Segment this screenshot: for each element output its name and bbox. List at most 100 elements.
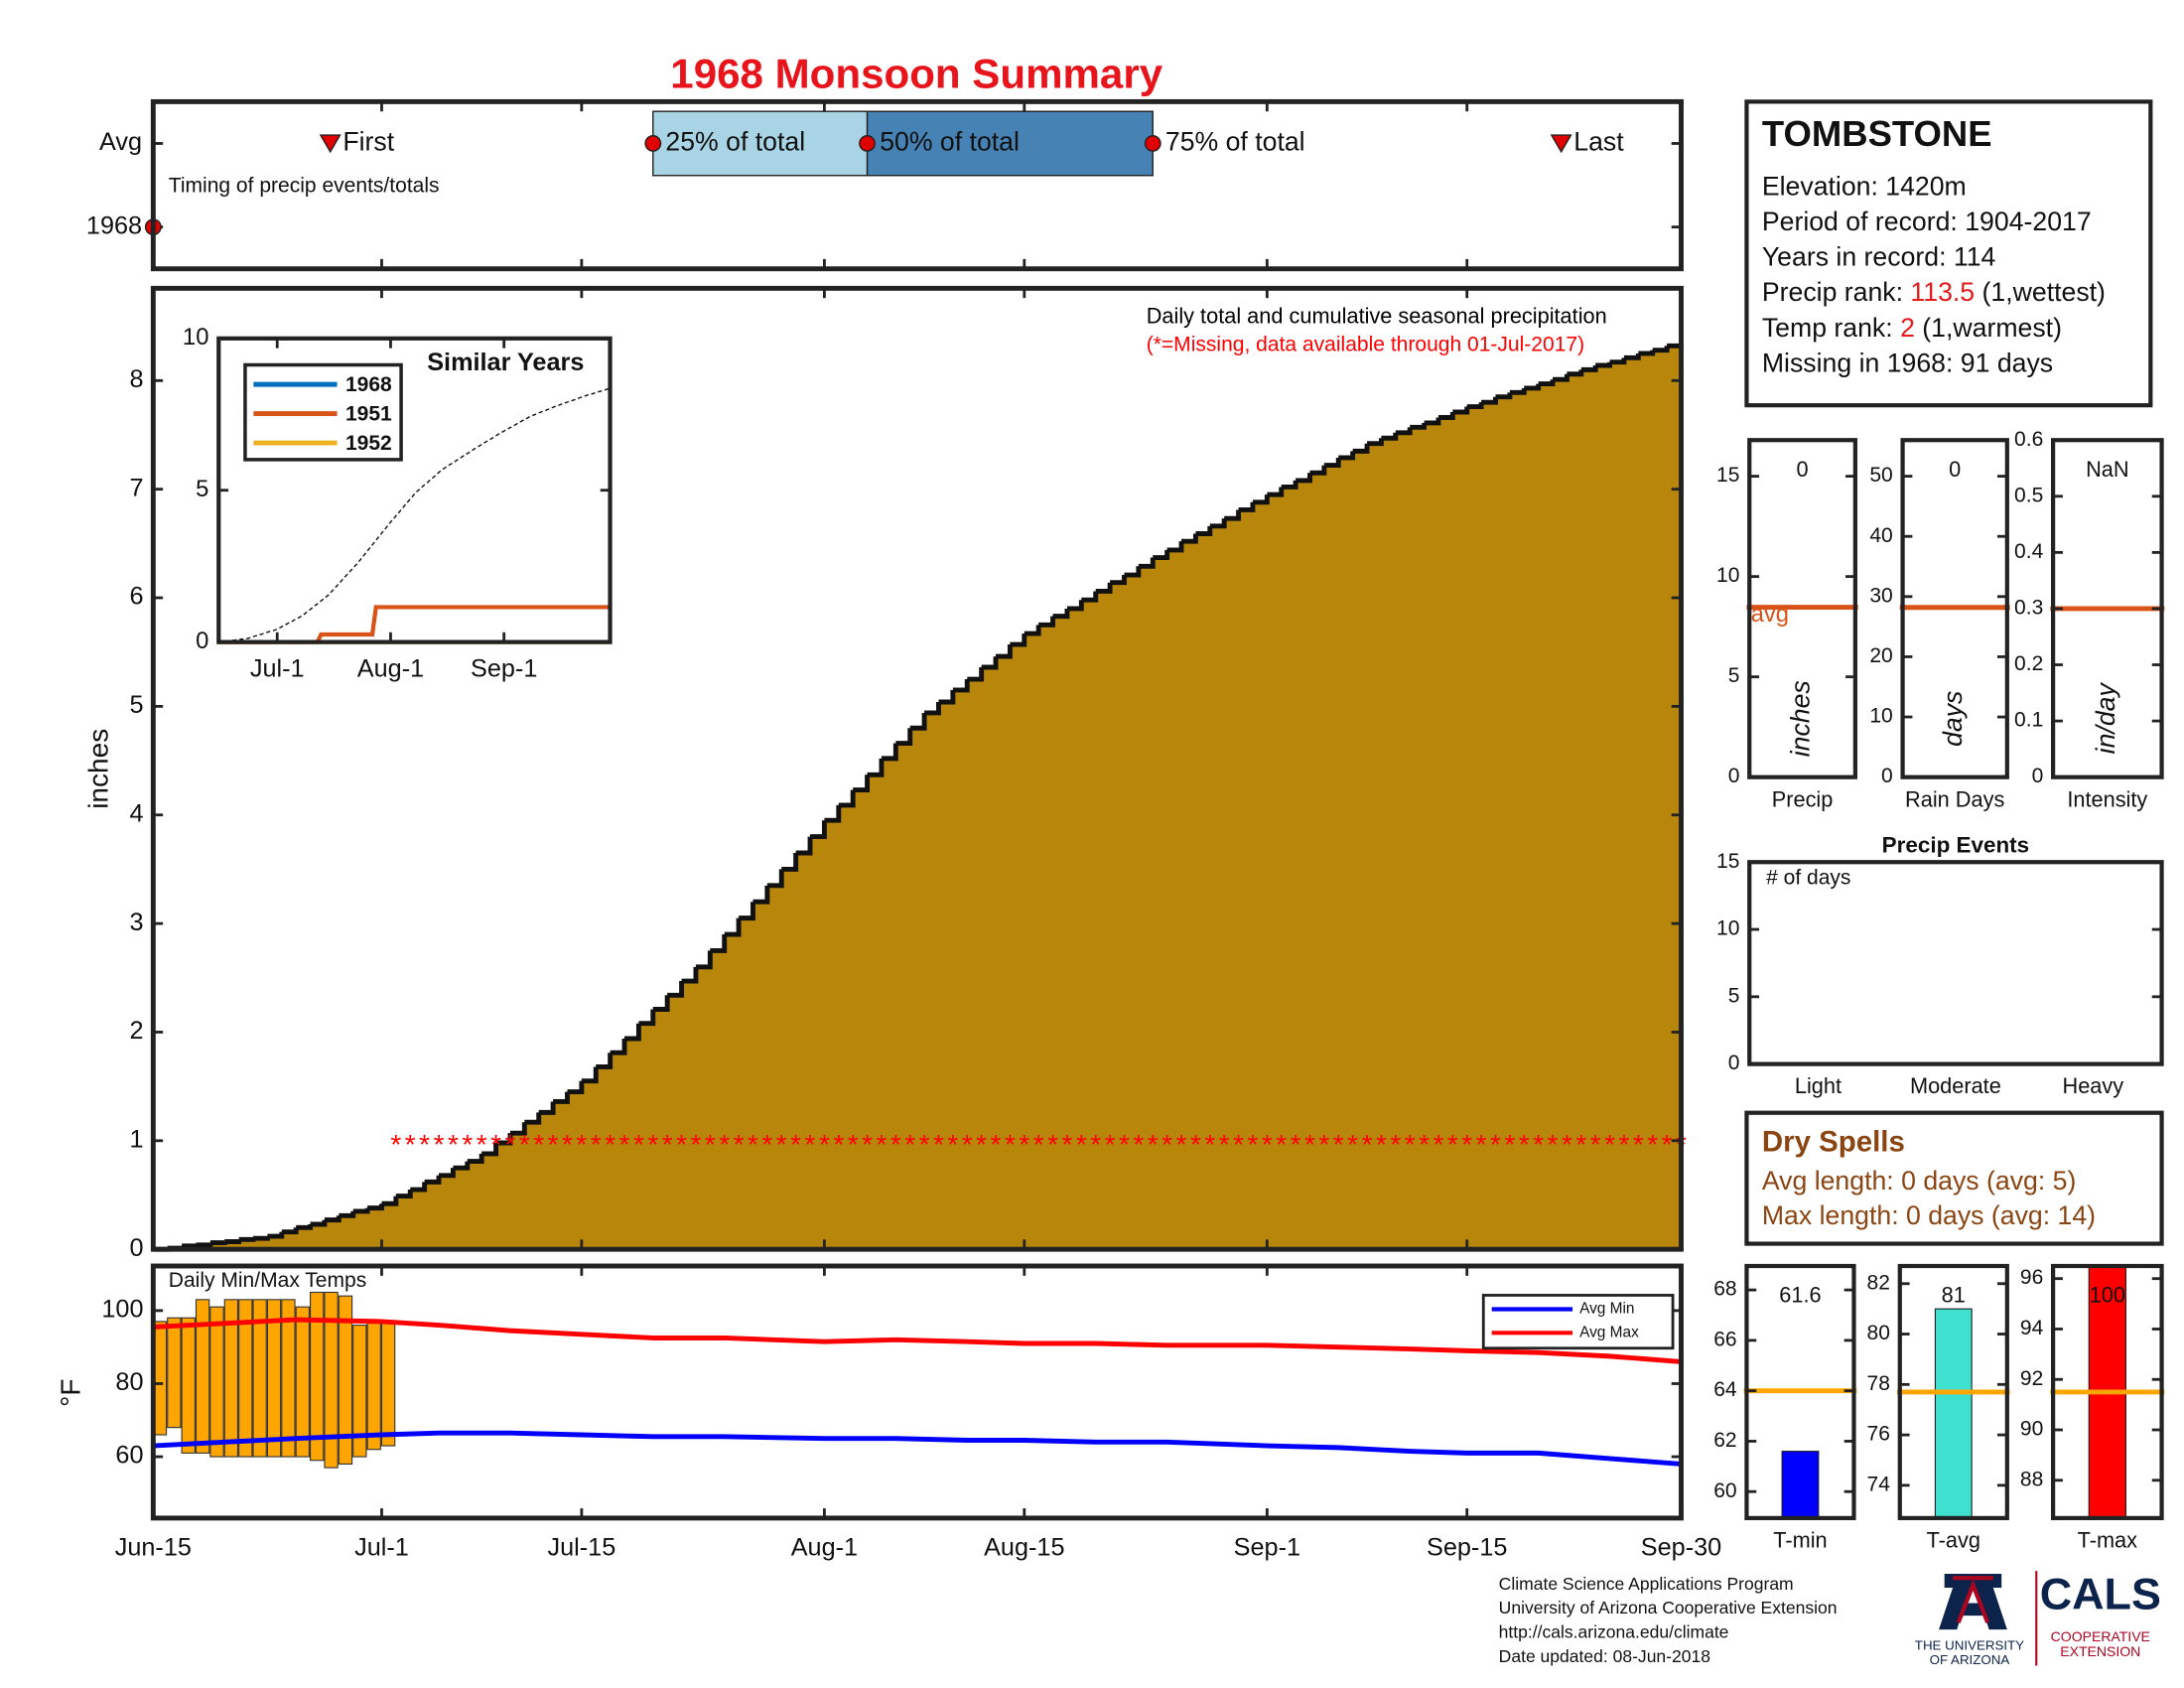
step-edge xyxy=(553,1091,570,1104)
missing-marker: * xyxy=(1347,1129,1358,1160)
cumulative-step xyxy=(1110,582,1126,1250)
cumulative-step xyxy=(667,995,683,1250)
missing-marker: * xyxy=(1604,1129,1615,1160)
step-edge xyxy=(681,966,699,984)
step-edge xyxy=(238,1236,256,1242)
cumulative-step xyxy=(1652,350,1668,1250)
cumulative-step xyxy=(538,1112,554,1250)
timing-marker xyxy=(859,135,876,152)
temp-range-bar xyxy=(324,1291,339,1469)
missing-marker: * xyxy=(662,1129,673,1160)
station-line: Years in record: 114 xyxy=(1762,242,1996,272)
step-edge xyxy=(1024,625,1041,636)
y-tick-label: 0 xyxy=(1728,1052,1740,1074)
step-edge xyxy=(810,820,827,840)
legend-label: Avg Min xyxy=(1579,1301,1634,1318)
cumulative-step xyxy=(1553,379,1568,1250)
step-edge xyxy=(795,836,813,856)
step-edge xyxy=(710,934,728,953)
missing-marker: * xyxy=(790,1129,801,1160)
cumulative-step xyxy=(324,1219,340,1250)
step-edge xyxy=(381,1196,399,1206)
footer-line: Date updated: 08-Jun-2018 xyxy=(1499,1646,1710,1666)
footer-line: Climate Science Applications Program xyxy=(1499,1574,1794,1594)
cumulative-step xyxy=(1567,373,1582,1250)
station-line: Precip rank: 113.5 (1,wettest) xyxy=(1762,277,2106,307)
missing-marker: * xyxy=(962,1129,973,1160)
cumulative-step xyxy=(1623,357,1639,1250)
axes-frame xyxy=(1744,1263,1856,1520)
y-tick-label: 0 xyxy=(196,628,208,654)
y-tick-label: 5 xyxy=(1728,664,1740,687)
step-edge xyxy=(596,1053,614,1069)
y-tick-label: 10 xyxy=(1869,705,1892,728)
step-edge xyxy=(1066,600,1084,612)
timing-marker xyxy=(1144,135,1161,152)
cumulative-step xyxy=(267,1236,283,1250)
missing-marker: * xyxy=(805,1129,816,1160)
missing-marker: * xyxy=(876,1129,887,1160)
missing-marker: * xyxy=(904,1129,915,1160)
value-label: 81 xyxy=(1942,1283,1966,1308)
step-edge xyxy=(624,1023,641,1042)
step-edge xyxy=(395,1190,413,1199)
y-tick-label: 96 xyxy=(2020,1266,2043,1289)
cumulative-step xyxy=(1424,422,1439,1250)
missing-marker: * xyxy=(591,1129,602,1160)
missing-marker: * xyxy=(947,1129,958,1160)
missing-marker: * xyxy=(533,1129,544,1160)
missing-marker: * xyxy=(462,1129,473,1160)
y-tick-label: 82 xyxy=(1867,1271,1890,1294)
logo-subtext: EXTENSION xyxy=(2060,1643,2140,1659)
y-tick-label: 0 xyxy=(1728,765,1740,787)
step-edge xyxy=(467,1153,484,1165)
cumulative-step xyxy=(1437,417,1453,1250)
step-edge xyxy=(182,1243,199,1249)
annotation: Daily total and cumulative seasonal prec… xyxy=(1147,304,1607,329)
y-tick-label: 15 xyxy=(1716,464,1739,487)
cumulative-step xyxy=(1153,557,1168,1250)
step-edge xyxy=(209,1240,227,1246)
legend-label: 1952 xyxy=(345,432,392,455)
cumulative-step xyxy=(553,1101,569,1250)
footer-line: http://cals.arizona.edu/climate xyxy=(1499,1622,1729,1642)
dry-spells-box xyxy=(1744,1110,2164,1246)
step-edge xyxy=(1323,457,1341,469)
x-tick-label: Moderate xyxy=(1910,1073,2001,1098)
series-line xyxy=(153,1430,1682,1467)
cumulative-step xyxy=(1452,412,1468,1250)
y-tick-label: 92 xyxy=(2020,1367,2043,1390)
missing-marker: * xyxy=(1076,1129,1087,1160)
legend-box xyxy=(1481,1294,1675,1350)
y-tick-label: 0.6 xyxy=(2014,428,2043,451)
y-tick-label: 100 xyxy=(101,1296,143,1324)
cumulative-step xyxy=(1166,549,1182,1250)
station-text: Precip rank: xyxy=(1762,277,1911,307)
missing-marker: * xyxy=(761,1129,772,1160)
missing-marker: * xyxy=(1333,1129,1344,1160)
x-tick-label: Jul-1 xyxy=(354,1533,409,1561)
missing-marker: * xyxy=(1219,1129,1230,1160)
missing-marker: * xyxy=(1148,1129,1159,1160)
timing-annotation: Timing of precip events/totals xyxy=(169,175,440,198)
y-tick-label: 1 xyxy=(129,1125,143,1153)
missing-marker: * xyxy=(862,1129,873,1160)
step-edge xyxy=(495,1133,513,1146)
cumulative-step xyxy=(909,728,925,1250)
cumulative-step xyxy=(766,885,782,1250)
x-axis-label: Precip xyxy=(1772,786,1834,811)
step-edge xyxy=(1110,575,1127,586)
cumulative-step xyxy=(238,1239,254,1250)
y-tick-label: 6 xyxy=(129,583,143,611)
step-edge xyxy=(667,981,685,998)
step-edge xyxy=(1166,541,1184,553)
y-tick-label: 80 xyxy=(115,1368,143,1396)
missing-marker: * xyxy=(719,1129,730,1160)
missing-marker: * xyxy=(1519,1129,1530,1160)
step-edge xyxy=(610,1039,627,1055)
bar xyxy=(1934,1308,1973,1518)
y-tick-label: 5 xyxy=(129,691,143,719)
logo-text: OF ARIZONA xyxy=(1930,1652,2010,1667)
logo-a-inner xyxy=(1953,1576,1993,1623)
missing-marker: * xyxy=(1533,1129,1544,1160)
